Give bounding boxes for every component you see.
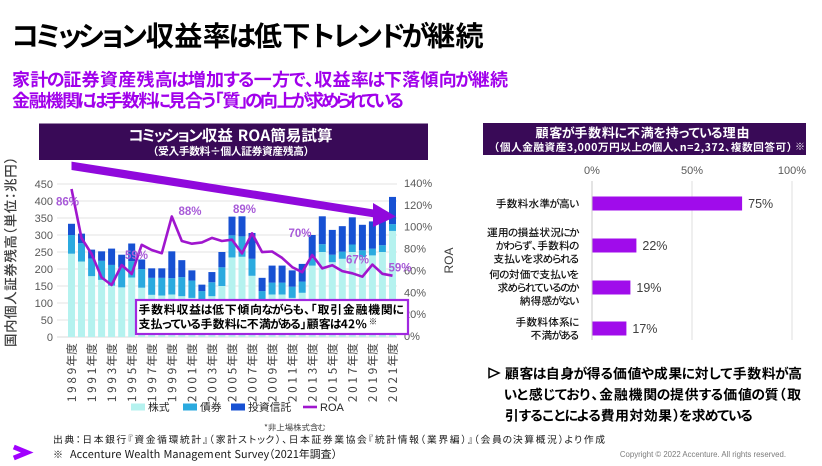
svg-text:59%: 59%: [125, 250, 148, 262]
svg-text:59%: 59%: [388, 263, 411, 275]
svg-text:350: 350: [35, 213, 53, 225]
svg-text:20%: 20%: [404, 309, 426, 321]
svg-text:0: 0: [47, 332, 53, 344]
svg-text:75%: 75%: [748, 197, 773, 211]
svg-text:120%: 120%: [404, 200, 432, 212]
svg-text:100%: 100%: [404, 222, 432, 234]
svg-text:80%: 80%: [404, 244, 426, 256]
svg-text:ROA: ROA: [442, 247, 456, 273]
svg-text:300: 300: [35, 230, 53, 242]
svg-text:400: 400: [35, 196, 53, 208]
svg-text:Copyright © 2022 Accenture. Al: Copyright © 2022 Accenture. All rights r…: [620, 450, 786, 459]
svg-text:17%: 17%: [632, 322, 657, 336]
svg-text:60%: 60%: [404, 265, 426, 277]
svg-text:40%: 40%: [404, 287, 426, 299]
svg-text:67%: 67%: [346, 255, 369, 267]
svg-text:450: 450: [35, 179, 53, 191]
svg-text:70%: 70%: [288, 228, 311, 240]
svg-text:100%: 100%: [778, 165, 806, 177]
svg-text:88%: 88%: [178, 206, 201, 218]
svg-text:22%: 22%: [642, 239, 667, 253]
svg-text:19%: 19%: [636, 281, 661, 295]
svg-text:150: 150: [35, 281, 53, 293]
svg-text:250: 250: [35, 247, 53, 259]
svg-text:50: 50: [41, 315, 53, 327]
svg-text:0%: 0%: [584, 165, 600, 177]
svg-text:ROA: ROA: [320, 402, 345, 414]
svg-text:86%: 86%: [56, 197, 79, 209]
svg-text:140%: 140%: [404, 178, 432, 190]
svg-text:50%: 50%: [681, 165, 703, 177]
svg-text:200: 200: [35, 264, 53, 276]
svg-text:89%: 89%: [233, 204, 256, 216]
svg-text:100: 100: [35, 298, 53, 310]
